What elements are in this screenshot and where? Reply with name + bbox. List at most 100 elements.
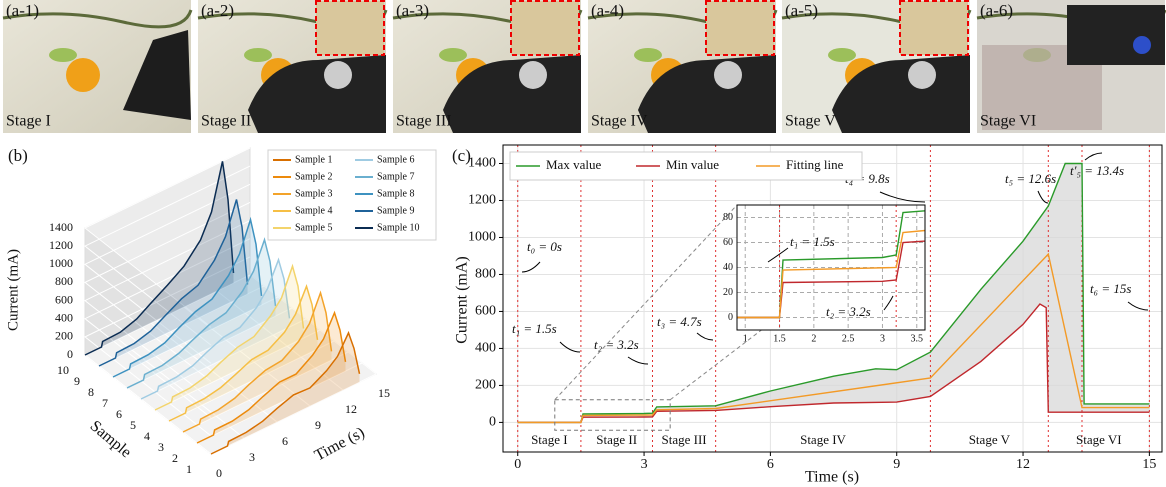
y-axis-label: Sample xyxy=(87,417,135,461)
event-arrow xyxy=(559,341,581,353)
event-arrow xyxy=(1084,152,1103,161)
inset-y-tick-label: 20 xyxy=(723,287,733,298)
z-tick-label: 1200 xyxy=(49,238,73,252)
z-tick-label: 1000 xyxy=(49,256,73,270)
event-label: t′₅ = 13.4s xyxy=(1070,163,1124,178)
event-arrow xyxy=(1127,301,1149,311)
leaf xyxy=(439,48,467,62)
sample-line xyxy=(126,237,277,389)
gripper-wheel xyxy=(714,61,742,89)
x-tick-label: 0 xyxy=(216,466,222,480)
inset-series-line xyxy=(737,210,925,319)
photo: (a-1) Stage I xyxy=(2,0,193,133)
grid-line xyxy=(84,238,251,419)
x-tick-label: 15 xyxy=(1142,457,1156,472)
photo-stage: Stage V xyxy=(785,113,836,130)
legend-label: Sample 6 xyxy=(377,154,415,165)
panel-label: (c) xyxy=(452,146,471,165)
photo-tag: (a-2) xyxy=(201,1,234,20)
sample-line xyxy=(98,199,249,367)
sample-line xyxy=(196,310,347,444)
y-tick-label: 8 xyxy=(88,385,94,399)
stage-label: Stage II xyxy=(596,432,637,447)
gripper xyxy=(123,30,191,120)
grid-line xyxy=(183,306,311,407)
photo-stage: Stage IV xyxy=(591,113,648,130)
y-tick-label: 1000 xyxy=(468,230,496,245)
x-axis-label: Time (s) xyxy=(805,469,859,486)
legend-label: Sample 5 xyxy=(295,222,333,233)
photo: (a-2) Stage II xyxy=(197,0,388,133)
y-tick-label: 800 xyxy=(475,267,496,282)
fruit xyxy=(66,58,100,92)
y-tick-label: 1 xyxy=(186,462,192,476)
inset-x-tick-label: 1.5 xyxy=(773,333,786,344)
y-tick-label: 200 xyxy=(475,378,496,393)
sample-area xyxy=(155,266,304,410)
photo-tag: (a-6) xyxy=(980,1,1013,20)
zoom-box xyxy=(899,0,969,56)
x-tick-label: 12 xyxy=(1016,457,1030,472)
photo-stage: Stage III xyxy=(396,113,452,130)
sample-area xyxy=(113,219,262,377)
stage-label: Stage I xyxy=(531,432,567,447)
inset-y-tick-label: 0 xyxy=(728,312,733,323)
leaf xyxy=(49,48,77,62)
y-tick-label: 9 xyxy=(74,374,80,388)
stage-label: Stage IV xyxy=(800,432,846,447)
event-label: t₀ = 0s xyxy=(527,239,562,254)
inset-x-tick-label: 2 xyxy=(811,333,816,344)
zoom-box xyxy=(510,0,580,56)
leaf xyxy=(828,48,856,62)
photo-tag: (a-4) xyxy=(591,1,624,20)
grid-line xyxy=(84,201,251,382)
event-label: t₁ = 1.5s xyxy=(512,321,557,336)
series-line xyxy=(517,162,1150,424)
panel-b: 0200400600800100012001400036912151234567… xyxy=(5,146,437,480)
grid-line xyxy=(84,147,251,328)
photo: (a-6) Stage VI xyxy=(976,0,1166,133)
grid-line xyxy=(150,322,278,423)
sample-line xyxy=(154,263,305,411)
inset-x-tick-label: 3.5 xyxy=(911,333,924,344)
event-arrow xyxy=(521,261,541,273)
photo-stage: Stage VI xyxy=(980,113,1036,130)
y-tick-label: 2 xyxy=(172,451,178,465)
legend-label: Sample 7 xyxy=(377,171,415,182)
sample-area xyxy=(99,199,248,366)
sample-area xyxy=(197,312,346,443)
sample-line xyxy=(140,257,291,400)
legend-label: Fitting line xyxy=(786,157,844,172)
y-tick-label: 400 xyxy=(475,341,496,356)
grid-line xyxy=(84,220,251,400)
z-tick-label: 200 xyxy=(55,329,73,343)
inset-x-tick-label: 3 xyxy=(880,333,885,344)
x-tick-label: 3 xyxy=(249,450,255,464)
event-label: t₆ = 15s xyxy=(1090,281,1131,296)
y-tick-label: 4 xyxy=(144,429,150,443)
z-tick-label: 1400 xyxy=(49,220,73,234)
legend-box xyxy=(267,149,437,241)
range-band xyxy=(517,163,1150,423)
grid-line xyxy=(117,338,245,439)
event-arrow xyxy=(1037,190,1049,204)
zoom-box xyxy=(315,0,385,56)
legend-label: Max value xyxy=(546,157,601,172)
y-tick-label: 1400 xyxy=(468,156,496,171)
photo: (a-4) Stage IV xyxy=(587,0,778,133)
grid-line xyxy=(182,351,349,433)
stage-label: Stage VI xyxy=(1076,432,1122,447)
gripper-wheel xyxy=(324,61,352,89)
gripper xyxy=(1067,5,1165,65)
photo-strip: (a-1)Stage I(a-2)Stage II(a-3)Stage III(… xyxy=(2,0,1166,133)
plot-frame xyxy=(502,144,1163,453)
blue-part xyxy=(1133,36,1151,54)
y-tick-label: 5 xyxy=(130,418,136,432)
zoom-connector xyxy=(554,204,738,401)
inset-y-tick-label: 60 xyxy=(723,237,733,248)
inset-event-arrow xyxy=(767,247,789,263)
event-label: t₅ = 12.6s xyxy=(1005,171,1056,186)
y-tick-label: 10 xyxy=(57,363,69,377)
legend-label: Min value xyxy=(666,157,719,172)
